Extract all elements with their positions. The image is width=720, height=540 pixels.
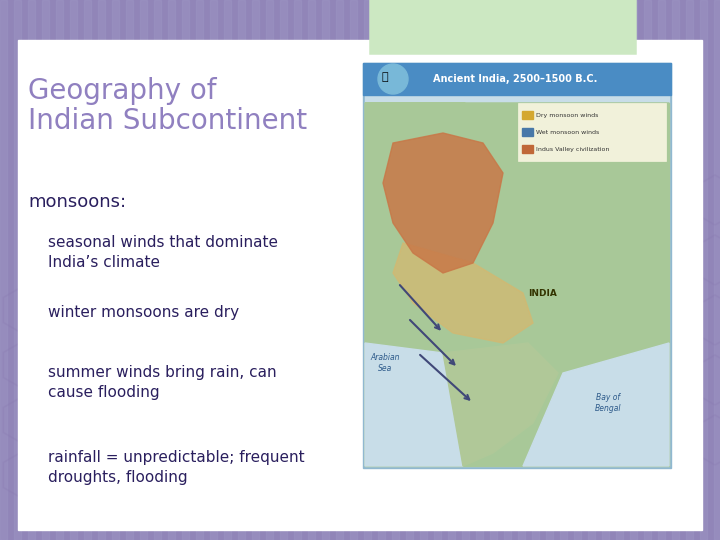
Bar xyxy=(476,0,483,540)
Bar xyxy=(616,0,623,540)
Bar xyxy=(140,0,147,540)
Text: 🌍: 🌍 xyxy=(382,72,388,82)
Text: Geography of: Geography of xyxy=(28,77,217,105)
Circle shape xyxy=(378,64,408,94)
Bar xyxy=(686,0,693,540)
Bar xyxy=(350,0,357,540)
Bar xyxy=(588,0,595,540)
Text: seasonal winds that dominate
India’s climate: seasonal winds that dominate India’s cli… xyxy=(48,235,278,270)
Bar xyxy=(490,0,497,540)
Polygon shape xyxy=(383,133,503,273)
Bar xyxy=(370,0,635,53)
Bar xyxy=(42,0,49,540)
Bar xyxy=(392,0,399,540)
Bar xyxy=(378,0,385,540)
Bar xyxy=(363,63,671,468)
Bar xyxy=(672,0,679,540)
Bar xyxy=(434,0,441,540)
Text: Indian Subcontinent: Indian Subcontinent xyxy=(28,107,307,135)
Bar xyxy=(363,63,671,95)
Bar xyxy=(364,0,371,540)
Polygon shape xyxy=(365,103,669,466)
Bar xyxy=(658,0,665,540)
Bar xyxy=(182,0,189,540)
Bar xyxy=(406,0,413,540)
Bar xyxy=(714,0,720,540)
Bar xyxy=(448,0,455,540)
Polygon shape xyxy=(365,103,669,123)
Bar xyxy=(224,0,231,540)
Bar xyxy=(630,0,637,540)
Polygon shape xyxy=(443,343,558,466)
Polygon shape xyxy=(365,343,463,466)
Bar xyxy=(574,0,581,540)
Bar xyxy=(365,65,669,466)
Polygon shape xyxy=(393,243,533,343)
Text: Indus Valley civilization: Indus Valley civilization xyxy=(536,146,609,152)
Bar xyxy=(308,0,315,540)
Bar xyxy=(532,0,539,540)
Bar xyxy=(238,0,245,540)
Bar xyxy=(522,128,533,136)
Bar xyxy=(365,103,669,466)
Text: Ancient India, 2500–1500 B.C.: Ancient India, 2500–1500 B.C. xyxy=(433,74,598,84)
Bar xyxy=(28,0,35,540)
Text: rainfall = unpredictable; frequent
droughts, flooding: rainfall = unpredictable; frequent droug… xyxy=(48,450,305,485)
Bar xyxy=(522,145,533,153)
Bar xyxy=(210,0,217,540)
Text: INDIA: INDIA xyxy=(528,288,557,298)
Text: Dry monsoon winds: Dry monsoon winds xyxy=(536,112,598,118)
Bar xyxy=(70,0,77,540)
Bar xyxy=(168,0,175,540)
Bar xyxy=(336,0,343,540)
Bar xyxy=(322,0,329,540)
Bar xyxy=(546,0,553,540)
Bar xyxy=(196,0,203,540)
Bar xyxy=(252,0,259,540)
Bar xyxy=(602,0,609,540)
Bar xyxy=(560,0,567,540)
Bar xyxy=(518,0,525,540)
Bar xyxy=(420,0,427,540)
Bar xyxy=(644,0,651,540)
Text: Arabian
Sea: Arabian Sea xyxy=(370,353,400,373)
Bar xyxy=(112,0,119,540)
Bar xyxy=(522,111,533,119)
Bar xyxy=(154,0,161,540)
Bar xyxy=(462,0,469,540)
Bar xyxy=(518,103,666,161)
Bar xyxy=(700,0,707,540)
Text: Bay of
Bengal: Bay of Bengal xyxy=(595,393,621,413)
Text: monsoons:: monsoons: xyxy=(28,193,126,211)
Bar xyxy=(56,0,63,540)
Bar xyxy=(280,0,287,540)
Bar xyxy=(126,0,133,540)
Polygon shape xyxy=(523,343,669,466)
Bar xyxy=(266,0,273,540)
Text: summer winds bring rain, can
cause flooding: summer winds bring rain, can cause flood… xyxy=(48,365,276,400)
Bar xyxy=(294,0,301,540)
Text: Wet monsoon winds: Wet monsoon winds xyxy=(536,130,599,134)
Bar xyxy=(98,0,105,540)
Text: winter monsoons are dry: winter monsoons are dry xyxy=(48,305,239,320)
Bar xyxy=(504,0,511,540)
Bar xyxy=(14,0,21,540)
Bar xyxy=(0,0,7,540)
Bar xyxy=(84,0,91,540)
